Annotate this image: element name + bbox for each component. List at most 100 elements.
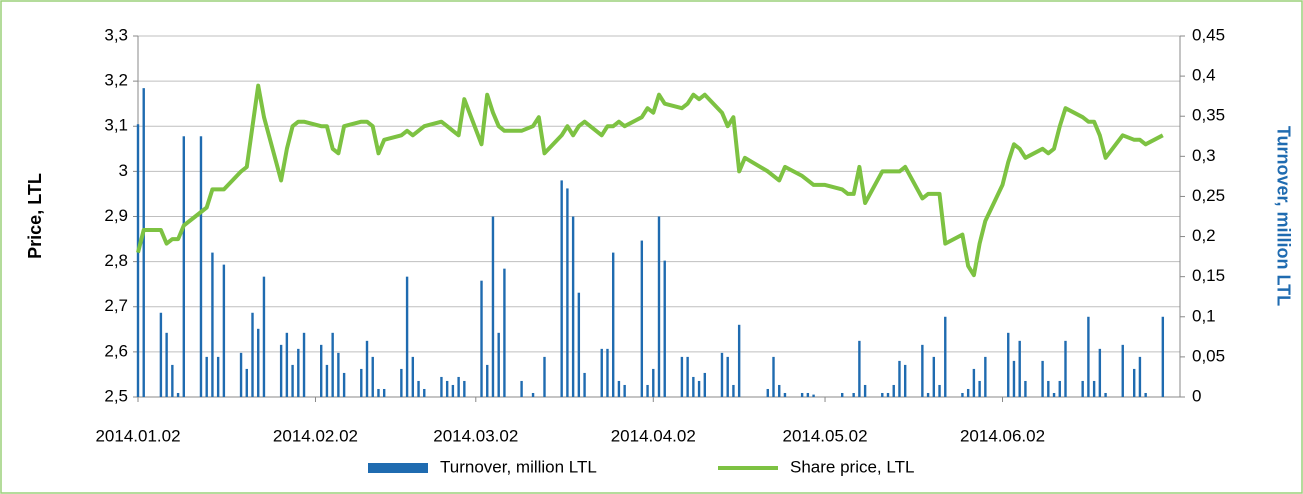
x-tick-label: 2014.04.02 [611, 426, 696, 445]
bar [812, 394, 815, 397]
bar [337, 352, 340, 397]
bar [165, 332, 168, 397]
bar [491, 216, 495, 397]
bar [966, 388, 970, 397]
bar [285, 332, 289, 397]
bar [1144, 392, 1147, 397]
bar [417, 380, 420, 397]
bar [1098, 348, 1102, 397]
bar [560, 180, 563, 397]
y-tick-label: 2,6 [104, 341, 128, 360]
bar [279, 344, 283, 397]
bar [720, 352, 724, 397]
bar [652, 368, 655, 397]
legend-swatch [368, 463, 428, 473]
bar [1121, 344, 1124, 397]
bar [297, 348, 300, 397]
y2-tick-label: 0,1 [1192, 306, 1216, 325]
bar [577, 292, 581, 397]
bar [611, 252, 615, 397]
y2-tick-label: 0,35 [1192, 106, 1225, 125]
y2-tick-label: 0,25 [1192, 186, 1225, 205]
bar [778, 384, 781, 397]
bar [697, 380, 701, 397]
bar [291, 364, 294, 397]
bar [858, 340, 861, 397]
bar [783, 392, 787, 397]
bar [961, 392, 964, 397]
bar [726, 356, 729, 397]
bar [411, 356, 415, 397]
bar [497, 332, 500, 397]
bar [898, 360, 901, 397]
bar [1138, 356, 1142, 397]
bar [371, 356, 374, 397]
bar [445, 380, 449, 397]
bar [440, 376, 443, 397]
bar [1041, 360, 1044, 397]
bar [457, 376, 460, 397]
bar [881, 392, 884, 397]
y-tick-label: 2,9 [104, 206, 128, 225]
bar [205, 356, 208, 397]
bar [262, 276, 266, 397]
bar [1052, 392, 1056, 397]
bar [136, 124, 140, 397]
bar [320, 344, 323, 397]
bar [182, 136, 186, 397]
bar [646, 384, 649, 397]
bar [251, 312, 254, 397]
bar [199, 136, 203, 397]
x-tick-label: 2014.01.02 [95, 426, 180, 445]
y2-tick-label: 0,4 [1192, 66, 1216, 85]
y-tick-label: 3,2 [104, 71, 128, 90]
bar [171, 364, 174, 397]
y2-tick-label: 0,45 [1192, 25, 1225, 44]
bar [932, 356, 936, 397]
bar [451, 384, 455, 397]
bar [863, 384, 867, 397]
y2-axis-title: Turnover, million LTL [1273, 126, 1293, 306]
bar [1007, 332, 1010, 397]
bar [360, 368, 363, 397]
bar [211, 252, 214, 397]
bar [331, 332, 334, 397]
y2-tick-label: 0,2 [1192, 226, 1216, 245]
bar [852, 392, 855, 397]
bar [1047, 380, 1050, 397]
bar [886, 392, 890, 397]
x-tick-label: 2014.05.02 [782, 426, 867, 445]
price-line [136, 83, 1164, 278]
bar [1012, 360, 1016, 397]
bar [400, 368, 403, 397]
bar [657, 216, 661, 397]
bar [486, 364, 489, 397]
bar [245, 368, 248, 397]
bar [703, 372, 707, 397]
bar [1018, 340, 1021, 397]
x-tick-label: 2014.03.02 [433, 426, 518, 445]
bar [503, 268, 506, 397]
bar [800, 392, 804, 397]
bar [926, 392, 930, 397]
bar [583, 372, 586, 397]
y2-tick-label: 0 [1192, 386, 1201, 405]
y-tick-label: 2,7 [104, 296, 128, 315]
bar [606, 348, 609, 397]
bar [766, 388, 769, 397]
bar [686, 356, 689, 397]
bar [1132, 368, 1136, 397]
bar [623, 384, 626, 397]
bar [600, 348, 603, 397]
y-tick-label: 3,1 [104, 116, 128, 135]
bar [423, 388, 426, 397]
bar [617, 380, 621, 397]
bar [1024, 380, 1027, 397]
bar [571, 216, 575, 397]
bar [921, 344, 924, 397]
y2-tick-label: 0,05 [1192, 346, 1225, 365]
bar [257, 328, 260, 397]
bar [680, 356, 684, 397]
